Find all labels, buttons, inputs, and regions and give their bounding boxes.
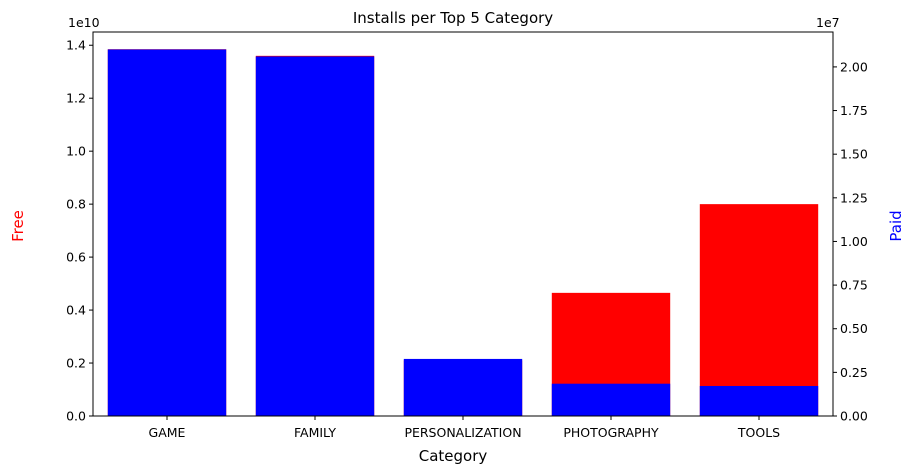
left-tick-label: 0.6 <box>66 250 86 265</box>
left-tick-label: 1.2 <box>66 91 86 106</box>
x-tick-label-game: GAME <box>149 425 186 440</box>
bar-paid-family <box>255 56 375 416</box>
right-tick-label: 0.75 <box>840 278 868 293</box>
left-tick-label: 0.2 <box>66 356 86 371</box>
bar-paid-photography <box>551 383 671 416</box>
left-tick-label: 1.0 <box>66 144 86 159</box>
right-tick-label: 1.00 <box>840 234 868 249</box>
chart-title: Installs per Top 5 Category <box>353 9 553 27</box>
right-axis-offset-text: 1e7 <box>816 15 840 30</box>
paid-series <box>107 49 819 417</box>
left-tick-label: 1.4 <box>66 38 86 53</box>
right-tick-label: 1.75 <box>840 103 868 118</box>
bar-free-tools <box>699 204 819 416</box>
left-axis-offset-text: 1e10 <box>68 15 100 30</box>
y-axis-label-free: Free <box>9 210 27 242</box>
left-tick-label: 0.8 <box>66 197 86 212</box>
x-axis-label: Category <box>419 447 488 465</box>
y-axis-label-paid: Paid <box>887 210 905 241</box>
right-tick-label: 1.50 <box>840 147 868 162</box>
x-tick-label-photography: PHOTOGRAPHY <box>563 425 659 440</box>
left-tick-label: 0.0 <box>66 409 86 424</box>
x-tick-label-family: FAMILY <box>294 425 336 440</box>
x-tick-label-personalization: PERSONALIZATION <box>404 425 521 440</box>
bar-paid-personalization <box>403 358 523 416</box>
axes: 0.0 0.2 0.4 0.6 0.8 1.0 1.2 1.4 0.00 0.25 0.50 0.75… <box>66 31 868 440</box>
bar-paid-game <box>107 49 227 417</box>
bar-paid-tools <box>699 385 819 416</box>
right-tick-label: 2.00 <box>840 59 868 74</box>
right-tick-label: 0.25 <box>840 365 868 380</box>
right-tick-label: 0.50 <box>840 321 868 336</box>
left-tick-label: 0.4 <box>66 303 86 318</box>
right-tick-label: 1.25 <box>840 190 868 205</box>
right-tick-label: 0.00 <box>840 409 868 424</box>
x-tick-label-tools: TOOLS <box>737 425 780 440</box>
